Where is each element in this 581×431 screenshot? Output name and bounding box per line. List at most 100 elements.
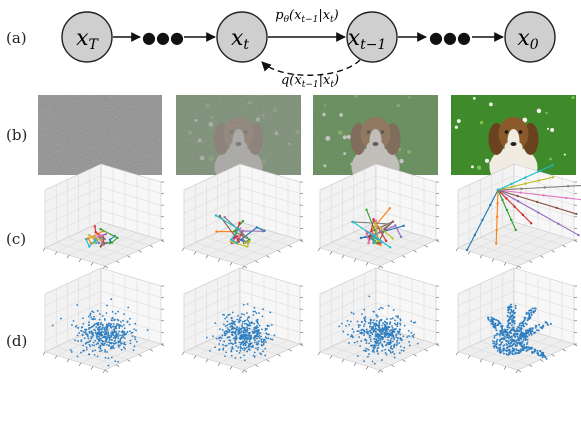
cloud-point	[129, 342, 132, 345]
trajectory-point	[229, 240, 232, 243]
cloud-point	[226, 324, 229, 327]
axis-tick	[243, 265, 248, 269]
trajectory-point	[495, 215, 499, 218]
cloud-point	[509, 351, 512, 354]
cloud-point	[382, 328, 385, 331]
cloud-point	[127, 306, 130, 309]
cloud-point	[391, 325, 393, 327]
cloud-point	[240, 331, 242, 334]
cloud-point	[87, 337, 90, 340]
cloud-point	[252, 354, 255, 357]
cloud-point	[94, 329, 97, 332]
cloud-point	[110, 332, 112, 335]
cloud-point	[386, 333, 389, 336]
trajectory-point	[505, 197, 508, 200]
axis-tick	[551, 354, 555, 357]
cloud-point	[121, 334, 124, 337]
trajectory-point	[521, 213, 525, 217]
cloud-point	[94, 339, 97, 342]
axis-tick	[54, 355, 58, 359]
cloud-point	[414, 321, 417, 324]
cloud-point	[76, 304, 79, 306]
cloud-point	[264, 327, 267, 330]
cloud-point	[226, 320, 229, 323]
cloud-point	[396, 336, 399, 339]
cloud-point	[89, 345, 92, 348]
cloud-point	[122, 319, 124, 322]
cloud-point	[380, 333, 383, 336]
cloud-point	[253, 341, 256, 344]
cloud-point	[240, 316, 243, 319]
cloud-point	[99, 346, 102, 348]
trajectory-point	[95, 241, 98, 245]
cloud-point	[411, 335, 414, 337]
cloud-point	[528, 333, 531, 336]
cloud-point	[522, 325, 525, 328]
trajectory-point	[505, 208, 509, 212]
grid-line	[183, 302, 241, 330]
cloud-point	[362, 329, 365, 332]
trajectory-point	[218, 214, 222, 218]
cloud-point	[377, 324, 380, 327]
trajectory-point	[99, 227, 102, 231]
axis-tick	[467, 355, 471, 359]
grid-line	[355, 336, 413, 364]
cloud-point	[242, 303, 245, 306]
cloud-point	[76, 334, 79, 337]
cloud-point	[257, 335, 259, 338]
axis-tick	[299, 239, 304, 243]
cloud-point	[253, 322, 256, 325]
trajectory-point	[555, 206, 558, 210]
cloud-point	[364, 315, 367, 318]
cloud-point	[496, 338, 499, 341]
cloud-point	[367, 322, 370, 324]
axis-tick	[491, 258, 495, 262]
cloud-point	[96, 323, 99, 326]
cloud-point	[112, 334, 115, 337]
cloud-point	[254, 310, 256, 313]
cloud-point	[508, 348, 511, 351]
cloud-point	[241, 324, 243, 327]
cloud-point	[401, 339, 403, 342]
cloud-point	[509, 342, 511, 345]
cloud-point	[101, 326, 104, 329]
cloud-point	[377, 339, 380, 342]
grid-line	[239, 175, 301, 194]
cloud-point	[381, 336, 383, 339]
cloud-point	[117, 341, 120, 344]
cloud-point	[106, 337, 109, 340]
node-x0-label: x0	[517, 26, 538, 53]
cloud-point	[385, 353, 388, 356]
cloud-point	[346, 333, 349, 336]
trajectory-point	[542, 194, 545, 197]
cloud-point	[85, 346, 88, 349]
axis-tick	[116, 364, 120, 368]
cloud-point	[247, 324, 249, 327]
cloud-point	[538, 323, 541, 326]
trajectory-point	[557, 222, 560, 226]
cloud-point	[118, 327, 121, 330]
cloud-point	[534, 326, 537, 329]
trajectory-plot-1-lines	[84, 225, 119, 248]
cloud-point	[376, 315, 379, 318]
cloud-point	[110, 323, 113, 326]
cloud-point	[498, 334, 501, 337]
trajectory-point	[102, 243, 105, 246]
cloud-point	[522, 340, 524, 343]
grid-line	[56, 346, 117, 366]
grid-line	[100, 210, 162, 229]
grass-detail	[550, 128, 555, 132]
cloud-point	[390, 337, 393, 340]
cloud-point	[386, 328, 389, 331]
cloud-point	[231, 322, 234, 325]
trajectory-point	[235, 241, 238, 245]
axis-tick	[503, 366, 507, 370]
cloud-point	[368, 330, 371, 332]
cloud-point	[245, 330, 248, 333]
cloud-point	[110, 298, 113, 301]
cloud-point	[231, 319, 233, 322]
cloud-point	[227, 314, 230, 316]
cloud-point	[509, 332, 512, 335]
cloud-point	[96, 309, 99, 312]
cloud-point	[514, 307, 517, 310]
